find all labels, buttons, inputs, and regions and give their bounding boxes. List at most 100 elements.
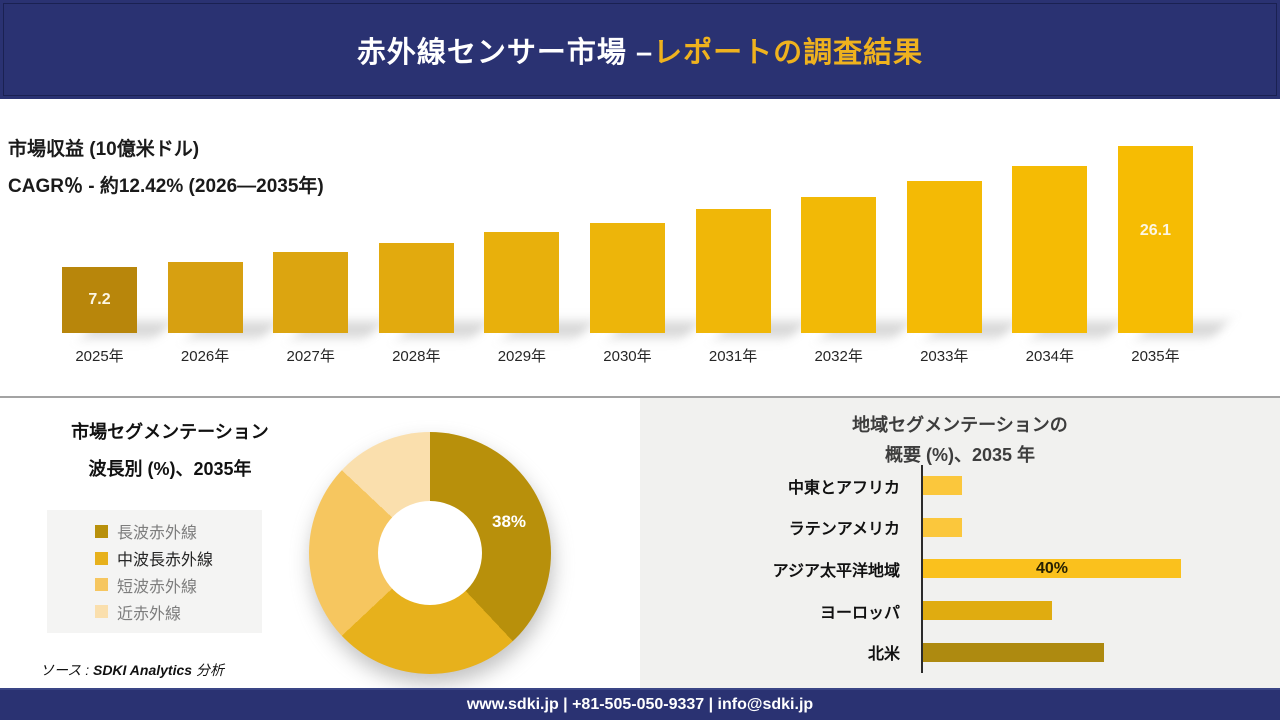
legend-item: 長波赤外線 [95, 519, 262, 543]
revenue-bar [801, 197, 877, 333]
revenue-bar [273, 252, 349, 333]
revenue-bar-column: 2034年 [1012, 166, 1088, 366]
page-title: 赤外線センサー市場 –レポートの調査結果 [357, 29, 923, 71]
revenue-bar: 7.2 [62, 267, 137, 333]
regional-category-label: 北米 [867, 646, 900, 664]
regional-bar-value-label: 40% [1035, 559, 1069, 577]
donut-hole [378, 501, 482, 605]
revenue-chart-section: 市場収益 (10億米ドル) CAGR％ - 約12.42% (2026―2035… [0, 99, 1280, 396]
revenue-year-label: 2030年 [603, 348, 652, 365]
legend-swatch-icon [95, 524, 108, 538]
regional-title-line2: 概要 (%)、2035 年 [884, 445, 1036, 465]
revenue-year-label: 2031年 [708, 348, 758, 365]
revenue-bar-value-label: 7.2 [88, 291, 111, 308]
revenue-bar [1012, 166, 1088, 333]
revenue-year-label: 2028年 [392, 348, 441, 365]
revenue-bar-column: 2027年 [273, 252, 349, 366]
revenue-metric-label: 市場収益 (10億米ドル) [8, 139, 200, 160]
revenue-bar-fill [378, 243, 454, 333]
wavelength-segmentation-section: 市場セグメンテーション 波長別 (%)、2035年 長波赤外線中波長赤外線 短波赤… [0, 398, 640, 688]
revenue-bar-fill [589, 223, 665, 333]
regional-row: 北米 [640, 631, 1280, 673]
legend-swatch-icon [95, 605, 108, 619]
revenue-bar-column: 2031年 [695, 209, 771, 366]
donut-value-label: 38% [491, 512, 527, 531]
source-suffix: 分析 [192, 662, 224, 678]
regional-bar [923, 476, 962, 496]
legend-label: 中波長赤外線 [117, 552, 214, 570]
revenue-bar-column: 2032年 [801, 197, 877, 366]
legend-item: 近赤外線 [95, 600, 262, 624]
segmentation-title: 市場セグメンテーション 波長別 (%)、2035年 [0, 414, 340, 488]
revenue-year-label: 2027年 [286, 348, 335, 365]
revenue-year-label: 2026年 [180, 348, 230, 365]
revenue-year-label: 2032年 [814, 348, 863, 365]
section-divider [0, 396, 1280, 398]
regional-row: 中東とアフリカ [640, 465, 1280, 507]
segmentation-title-line2: 波長別 (%)、2035年 [88, 459, 252, 479]
revenue-bar-fill [1117, 146, 1193, 333]
revenue-bar-fill [167, 262, 243, 333]
revenue-bar-fill [906, 181, 982, 333]
revenue-bar-column: 2026年 [167, 262, 243, 366]
regional-bar [923, 642, 1104, 662]
legend-item: 短波赤外線 [95, 573, 262, 597]
revenue-bar [378, 243, 454, 333]
revenue-year-label: 2035年 [1131, 348, 1180, 365]
regional-bar: 40% [923, 559, 1181, 579]
revenue-bar: 26.1 [1117, 146, 1193, 333]
revenue-bar [695, 209, 771, 333]
source-brand: SDKI Analytics [92, 662, 193, 678]
revenue-bar [906, 181, 982, 333]
revenue-stats: 市場収益 (10億米ドル) CAGR％ - 約12.42% (2026―2035… [8, 131, 324, 205]
revenue-bar-column: 7.2 2025年 [62, 267, 137, 366]
revenue-bar-column: 26.1 2035年 [1117, 146, 1193, 366]
header-banner: 赤外線センサー市場 –レポートの調査結果 [0, 0, 1280, 99]
regional-bar [923, 601, 1052, 621]
legend-label: 近赤外線 [117, 605, 182, 623]
donut-legend: 長波赤外線中波長赤外線 短波赤外線近赤外線 [47, 510, 262, 633]
legend-item: 中波長赤外線 [95, 546, 262, 570]
legend-swatch-icon [95, 578, 108, 592]
footer-contact: www.sdki.jp | +81-505-050-9337 | info@sd… [466, 696, 814, 713]
regional-segmentation-section: 地域セグメンテーションの 概要 (%)、2035 年 中東とアフリカ ラテンアメリ… [640, 398, 1280, 688]
segmentation-title-line1: 市場セグメンテーション [71, 422, 269, 442]
regional-row: ラテンアメリカ [640, 507, 1280, 549]
revenue-bar-column: 2029年 [484, 232, 560, 366]
revenue-bar [589, 223, 665, 333]
legend-swatch-icon [95, 551, 108, 565]
revenue-bar-value-label: 26.1 [1139, 222, 1171, 239]
revenue-bar-fill [1012, 166, 1088, 333]
revenue-cagr-label: CAGR％ - 約12.42% (2026―2035年) [8, 176, 324, 197]
regional-bar [923, 517, 962, 537]
revenue-bar-fill [484, 232, 560, 333]
regional-category-label: ラテンアメリカ [788, 521, 900, 539]
regional-row: ヨーロッパ [640, 590, 1280, 632]
source-prefix: ソース : [40, 662, 93, 678]
page-title-gold: レポートの調査結果 [653, 36, 924, 69]
legend-label: 短波赤外線 [117, 578, 198, 596]
revenue-bar-fill [695, 209, 771, 333]
source-attribution: ソース : SDKI Analytics 分析 [40, 660, 224, 680]
footer-bar: www.sdki.jp | +81-505-050-9337 | info@sd… [0, 688, 1280, 720]
revenue-bar [484, 232, 560, 333]
revenue-bar-column: 2028年 [378, 243, 454, 366]
regional-title-line1: 地域セグメンテーションの [852, 415, 1068, 435]
regional-row: アジア太平洋地域 40% [640, 548, 1280, 590]
revenue-bar [167, 262, 243, 333]
donut-chart: 38% [309, 432, 551, 674]
regional-category-label: 中東とアフリカ [787, 479, 900, 497]
revenue-bar-column: 2030年 [589, 223, 665, 366]
revenue-year-label: 2029年 [497, 348, 547, 365]
revenue-bar-column: 2033年 [906, 181, 982, 366]
revenue-bar-fill [62, 267, 137, 333]
regional-category-label: ヨーロッパ [819, 604, 900, 622]
legend-label: 長波赤外線 [117, 525, 198, 543]
regional-title: 地域セグメンテーションの 概要 (%)、2035 年 [640, 410, 1280, 470]
revenue-bar-chart: 7.2 2025年 2026年 2027年 2028年 2029年 2030年 2031年 20… [62, 146, 1193, 366]
revenue-bar-fill [801, 197, 877, 333]
page-title-white: 赤外線センサー市場 – [356, 36, 654, 69]
revenue-year-label: 2034年 [1025, 348, 1075, 365]
revenue-year-label: 2033年 [920, 348, 969, 365]
